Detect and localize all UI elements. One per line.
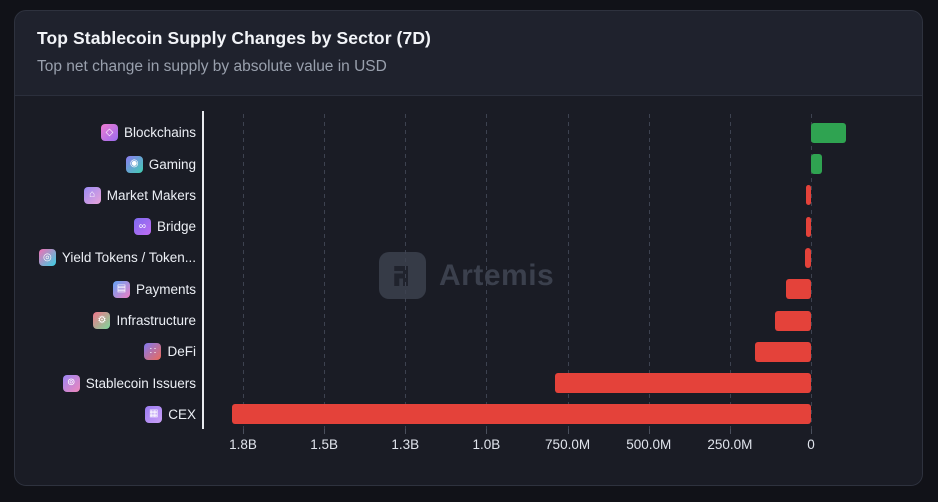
axis-tick-750-0m — [567, 429, 569, 434]
category-label-infrastructure: Infrastructure — [116, 313, 196, 328]
gridline-1-3b — [405, 114, 407, 429]
category-row-market-makers: ⌂ Market Makers — [15, 185, 196, 205]
payments-icon: ▤ — [112, 280, 130, 298]
category-label-bridge: Bridge — [156, 219, 196, 235]
bridge-icon: ∞ — [133, 218, 151, 236]
category-label-yield-tokens-token: Yield Tokens / Token... — [61, 250, 196, 266]
bar-payments[interactable] — [786, 279, 811, 300]
stablecoin-issuers-icon: ⊚ — [62, 374, 80, 392]
chart-plot-area: Artemis 1.8B 1.5B 1.3B 1.0B 750.0M 500.0M 250.… — [15, 96, 922, 485]
category-label-defi: DeFi — [167, 344, 196, 360]
category-label-stablecoin-issuers: Stablecoin Issuers — [85, 375, 196, 391]
category-label-cex: CEX — [168, 406, 196, 422]
page-title: Top Stablecoin Supply Changes by Sector … — [37, 28, 431, 48]
market-makers-icon: ⌂ — [83, 186, 101, 204]
category-row-payments: ▤ Payments — [15, 279, 196, 299]
yield-tokens-icon: ◎ — [38, 249, 56, 267]
x-tick-label-1-5b: 1.5B — [310, 437, 339, 452]
bar-infrastructure[interactable] — [775, 310, 811, 331]
gridline-layer — [15, 96, 922, 485]
axis-tick-250-0m — [729, 429, 731, 434]
cex-icon: ▦ — [145, 405, 163, 423]
axis-tick-1-5b — [324, 429, 326, 434]
x-tick-label-1-0b: 1.0B — [472, 437, 501, 452]
x-tick-label-1-3b: 1.3B — [391, 437, 420, 452]
axis-tick-500-0m — [648, 429, 650, 434]
gridline-1-5b — [324, 114, 326, 429]
category-row-bridge: ∞ Bridge — [15, 217, 196, 237]
y-axis-line — [202, 111, 204, 429]
artemis-watermark-text: Artemis — [439, 258, 555, 292]
category-label-blockchains: Blockchains — [123, 125, 196, 141]
gridline-750-0m — [567, 114, 569, 429]
category-row-blockchains: ◇ Blockchains — [15, 123, 196, 143]
axis-tick-1-3b — [405, 429, 407, 434]
category-row-infrastructure: ⚙ Infrastructure — [15, 311, 196, 331]
bar-stablecoin-issuers[interactable] — [554, 373, 811, 394]
category-label-market-makers: Market Makers — [106, 187, 196, 203]
bar-defi[interactable] — [755, 341, 811, 362]
category-row-defi: ∷ DeFi — [15, 342, 196, 362]
x-tick-label-750-0m: 750.0M — [545, 437, 591, 452]
bar-cex[interactable] — [231, 404, 811, 425]
infrastructure-icon: ⚙ — [93, 312, 111, 329]
gridline-1-0b — [486, 114, 488, 429]
bar-layer — [15, 96, 922, 485]
chart-subtitle: Top net change in supply by absolute val… — [37, 58, 387, 75]
category-row-stablecoin-issuers: ⊚ Stablecoin Issuers — [15, 373, 196, 393]
axis-tick-1-8b — [243, 429, 244, 434]
artemis-watermark: Artemis — [379, 252, 554, 299]
gridline-1-8b — [243, 114, 244, 429]
blockchains-icon: ◇ — [100, 124, 118, 142]
gridline-0 — [811, 114, 812, 429]
bar-gaming[interactable] — [811, 154, 823, 174]
gaming-icon: ◉ — [125, 155, 143, 173]
bar-blockchains[interactable] — [811, 122, 847, 143]
axis-label-layer: 1.8B 1.5B 1.3B 1.0B 750.0M 500.0M 250.0M 0 ◇ Bloc… — [15, 96, 922, 485]
gridline-500-0m — [648, 114, 650, 429]
axis-tick-1-0b — [486, 429, 488, 434]
gridline-250-0m — [729, 114, 731, 429]
category-label-gaming: Gaming — [148, 156, 196, 172]
bar-yield-tokens-token[interactable] — [805, 247, 811, 268]
category-row-cex: ▦ CEX — [15, 404, 196, 424]
category-label-payments: Payments — [135, 281, 196, 297]
x-tick-label-1-8b: 1.8B — [229, 437, 257, 452]
x-tick-label-250-0m: 250.0M — [707, 437, 753, 452]
axis-tick-0 — [811, 429, 812, 434]
bar-market-makers[interactable] — [806, 185, 811, 206]
bar-bridge[interactable] — [806, 216, 811, 237]
chart-card: Top Stablecoin Supply Changes by Sector … — [14, 10, 923, 486]
artemis-logo-icon — [379, 252, 426, 299]
category-row-yield-tokens-token: ◎ Yield Tokens / Token... — [15, 248, 196, 268]
category-row-gaming: ◉ Gaming — [15, 154, 196, 174]
x-tick-label-0: 0 — [807, 437, 815, 452]
x-tick-label-500-0m: 500.0M — [626, 437, 672, 452]
chart-card-header: Top Stablecoin Supply Changes by Sector … — [15, 11, 922, 96]
defi-icon: ∷ — [144, 343, 162, 361]
